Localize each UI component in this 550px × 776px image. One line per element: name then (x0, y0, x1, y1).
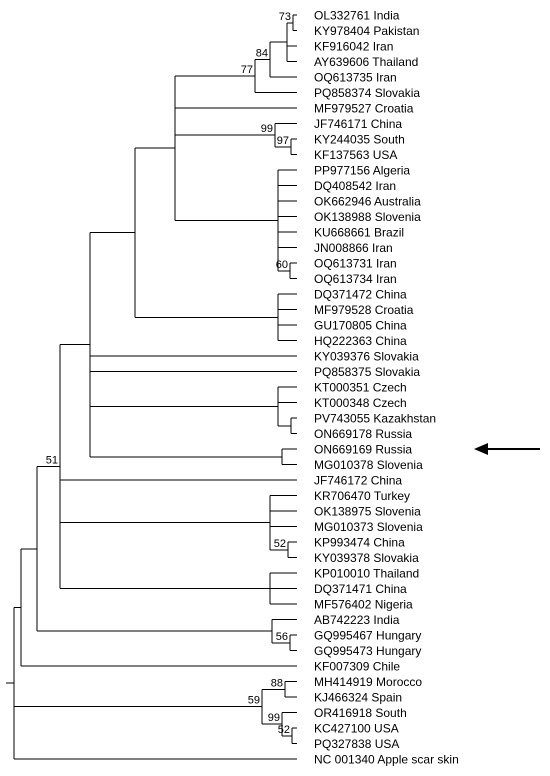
leaf-label: MG010378 Slovenia (314, 458, 423, 472)
leaf-label: OQ613731 Iran (314, 257, 397, 271)
leaf-label: HQ222363 China (314, 334, 407, 348)
bootstrap-value: 88 (271, 677, 283, 689)
bootstrap-value: 60 (276, 259, 288, 271)
bootstrap-value: 97 (277, 135, 289, 147)
leaf-label: MF979528 Croatia (314, 303, 414, 317)
leaf-label: GU170805 China (314, 319, 407, 333)
leaf-label: OK662946 Australia (314, 195, 421, 209)
tree-branches (6, 14, 297, 760)
leaf-label: OR416918 South (314, 706, 407, 720)
bootstrap-value: 52 (274, 538, 286, 550)
leaf-label: KC427100 USA (314, 722, 399, 736)
leaf-label: GQ995467 Hungary (314, 629, 421, 643)
leaf-label: KY039376 Slovakia (314, 350, 419, 364)
leaf-label: PQ327838 USA (314, 737, 399, 751)
leaf-label: NC 001340 Apple scar skin (314, 753, 459, 767)
leaf-label: KF137563 USA (314, 148, 397, 162)
leaf-label: KU668661 Brazil (314, 226, 404, 240)
leaf-label: DQ408542 Iran (314, 179, 396, 193)
leaf-label: OK138975 Slovenia (314, 505, 421, 519)
bootstrap-value: 51 (46, 455, 58, 467)
leaf-label: KT000351 Czech (314, 381, 407, 395)
leaf-label: OQ613734 Iran (314, 272, 397, 286)
bootstrap-value: 99 (261, 123, 273, 135)
leaf-label: MF576402 Nigeria (314, 598, 413, 612)
leaf-label: PP977156 Algeria (314, 164, 410, 178)
bootstrap-value: 52 (278, 724, 290, 736)
leaf-label: KJ466324 Spain (314, 691, 402, 705)
leaf-label: KY039378 Slovakia (314, 551, 419, 565)
leaf-label-highlighted: PV743055 Kazakhstan (314, 412, 436, 426)
leaf-label: AB742223 India (314, 613, 400, 627)
leaf-label: KP993474 China (314, 536, 405, 550)
leaf-label: PQ858375 Slovakia (314, 365, 420, 379)
leaf-label: KR706470 Turkey (314, 489, 410, 503)
leaf-label: ON669169 Russia (314, 443, 412, 457)
leaf-label: KY244035 South (314, 133, 405, 147)
leaf-label: MF979527 Croatia (314, 102, 414, 116)
leaf-label: OQ613735 Iran (314, 71, 397, 85)
leaf-label: DQ371472 China (314, 288, 407, 302)
leaf-label: PQ858374 Slovakia (314, 86, 420, 100)
leaf-label: OL332761 India (314, 9, 400, 23)
leaf-label: OK138988 Slovenia (314, 210, 421, 224)
arrow-icon (474, 443, 540, 455)
leaf-label: DQ371471 China (314, 582, 407, 596)
leaf-label: GQ995473 Hungary (314, 644, 421, 658)
bootstrap-value: 77 (241, 64, 253, 76)
bootstrap-value: 56 (276, 631, 288, 643)
leaf-label: AY639606 Thailand (314, 55, 418, 69)
leaf-label: KY978404 Pakistan (314, 24, 419, 38)
leaf-label: JF746171 China (314, 117, 402, 131)
leaf-label: KF916042 Iran (314, 40, 393, 54)
leaf-label: KF007309 Chile (314, 660, 400, 674)
leaf-label: MH414919 Morocco (314, 675, 422, 689)
bootstrap-value: 73 (279, 11, 291, 23)
leaf-label: JF746172 China (314, 474, 402, 488)
bootstrap-value: 59 (248, 695, 260, 707)
leaf-label: MG010373 Slovenia (314, 520, 423, 534)
leaf-label: KP010010 Thailand (314, 567, 419, 581)
bootstrap-value: 99 (268, 712, 280, 724)
leaf-label: KT000348 Czech (314, 396, 407, 410)
bootstrap-value: 84 (256, 48, 268, 60)
leaf-label: ON669178 Russia (314, 427, 412, 441)
leaf-label: JN008866 Iran (314, 241, 393, 255)
